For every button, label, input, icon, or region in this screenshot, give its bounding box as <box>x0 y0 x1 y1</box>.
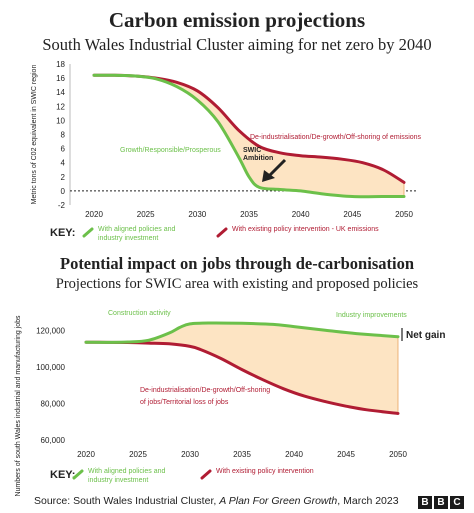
x-tick-label: 2035 <box>233 450 251 459</box>
chart1-subtitle: South Wales Industrial Cluster aiming fo… <box>42 35 432 54</box>
annotation-deindustrialisation: De-industrialisation/De-growth/Off-shori… <box>140 387 270 394</box>
series-line-aligned-policies <box>84 321 400 344</box>
ambition-arrow-head <box>262 170 275 182</box>
chart1-title: Carbon emission projections <box>108 8 366 32</box>
y-tick-label: 8 <box>61 131 66 140</box>
x-tick-label: 2050 <box>389 450 407 459</box>
legend-swatch <box>216 227 228 238</box>
y-tick-label: 0 <box>61 187 66 196</box>
x-tick-label: 2025 <box>137 210 155 219</box>
series-line-aligned-policies <box>92 73 406 199</box>
gap-fill-area <box>148 323 398 414</box>
legend-swatch <box>72 469 84 480</box>
annotation-construction: Construction activity <box>108 310 171 317</box>
x-tick-label: 2040 <box>292 210 310 219</box>
bbc-logo: B B C <box>418 496 464 509</box>
chart2-title: Potential impact on jobs through de-carb… <box>59 254 414 273</box>
chart2-subtitle: Projections for SWIC area with existing … <box>55 276 419 292</box>
y-axis-label: Metric tons of C02 equivalent in SWIC re… <box>31 65 38 205</box>
legend-entry: With existing policy intervention - UK e… <box>232 226 379 233</box>
y-tick-label: 60,000 <box>41 436 66 445</box>
source-note: Source: South Wales Industrial Cluster, … <box>34 495 399 507</box>
y-tick-label: 14 <box>56 88 65 97</box>
x-tick-label: 2030 <box>188 210 206 219</box>
x-tick-label: 2025 <box>129 450 147 459</box>
x-tick-label: 2020 <box>77 450 95 459</box>
y-tick-label: 16 <box>56 74 65 83</box>
y-tick-label: 80,000 <box>41 399 66 408</box>
y-tick-label: 2 <box>61 173 66 182</box>
key-label: KEY: <box>50 469 75 481</box>
bbc-logo-letter: B <box>434 496 448 509</box>
x-tick-label: 2020 <box>85 210 103 219</box>
y-tick-label: -2 <box>58 201 66 210</box>
annotation-net-gain: Net gain <box>406 330 445 341</box>
legend-entry: With existing policy intervention <box>216 468 314 475</box>
x-tick-label: 2030 <box>181 450 199 459</box>
legend-swatch <box>200 469 212 480</box>
y-tick-label: 100,000 <box>36 363 65 372</box>
x-tick-label: 2040 <box>285 450 303 459</box>
annotation-industry-improvements: Industry improvements <box>336 312 407 319</box>
y-tick-label: 4 <box>61 159 66 168</box>
legend-swatch <box>82 227 94 238</box>
y-tick-label: 10 <box>56 116 65 125</box>
y-tick-label: 18 <box>56 60 65 69</box>
bbc-logo-letter: C <box>450 496 464 509</box>
y-axis-label: Numbers of south Wales industrial and ma… <box>15 315 22 497</box>
y-tick-label: 120,000 <box>36 326 65 335</box>
annotation-loss-of-jobs: of jobs/Territorial loss of jobs <box>140 399 229 406</box>
bbc-logo-letter: B <box>418 496 432 509</box>
x-tick-label: 2045 <box>343 210 361 219</box>
ambition-arrow-shaft <box>268 158 287 177</box>
y-tick-label: 6 <box>61 145 66 154</box>
y-tick-label: 12 <box>56 102 65 111</box>
x-tick-label: 2050 <box>395 210 413 219</box>
x-tick-label: 2035 <box>240 210 258 219</box>
legend-entry: With aligned policies and industry invest… <box>88 468 166 484</box>
annotation-swic-ambition: SWIC Ambition <box>243 147 273 162</box>
key-label: KEY: <box>50 227 75 239</box>
annotation-deindustrialisation: De-industrialisation/De-growth/Off-shori… <box>250 134 422 141</box>
annotation-growth: Growth/Responsible/Prosperous <box>120 147 221 154</box>
x-tick-label: 2045 <box>337 450 355 459</box>
legend-entry: With aligned policies and industry invest… <box>98 226 176 242</box>
